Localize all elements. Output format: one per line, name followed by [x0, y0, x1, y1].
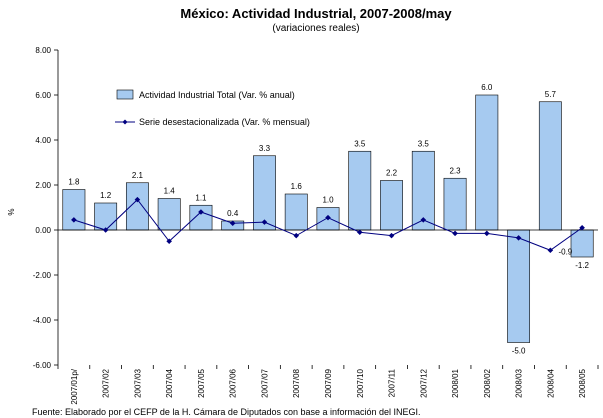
y-tick-label: 4.00	[35, 136, 51, 145]
bar	[157, 198, 181, 231]
x-tick-label: 2007/09	[324, 368, 333, 397]
line-point	[325, 214, 331, 221]
axes	[57, 50, 598, 365]
x-tick-label: 2007/08	[292, 368, 301, 397]
y-tick-label: 6.00	[35, 91, 51, 100]
bar-value-label: 1.1	[195, 193, 207, 202]
bar	[538, 101, 562, 231]
y-tick-label: 8.00	[35, 46, 51, 55]
line-point	[356, 229, 363, 236]
bar	[475, 94, 499, 231]
legend-line-label: Serie desestacionalizada (Var. % mensual…	[139, 117, 310, 127]
x-tick-label: 2007/01p/	[70, 368, 79, 404]
y-tick-label: 0.00	[35, 226, 51, 235]
bar-value-label: 1.4	[164, 187, 176, 196]
x-tick-label: 2007/04	[165, 368, 174, 397]
y-tick-label: 2.00	[35, 181, 51, 190]
line-point	[484, 230, 490, 237]
x-tick-label: 2007/02	[102, 368, 111, 397]
bar-value-label: 1.8	[68, 178, 80, 187]
bar	[348, 150, 372, 231]
bar-value-label: 6.0	[481, 83, 493, 92]
bar	[253, 155, 276, 231]
bar	[380, 180, 403, 231]
line-point	[102, 227, 109, 233]
line-point	[452, 230, 458, 237]
legend-bar-label: Actividad Industrial Total (Var. % anual…	[139, 90, 295, 100]
bar-data-labels: 1.8 1.2 2.1 1.4 1.1 0.4 3.3 1.6 1.0 3.5 2.2 3.5 2.3 6…	[68, 83, 589, 356]
line-point	[388, 232, 395, 239]
legend-bar-swatch	[116, 89, 134, 100]
x-tick-label: 2007/10	[356, 368, 365, 397]
bar-value-label: 1.2	[100, 191, 112, 200]
bar-value-label: 1.6	[291, 182, 303, 191]
line-point	[515, 235, 522, 241]
y-axis-label: %	[7, 208, 16, 215]
bar-value-label: -5.0	[512, 347, 526, 356]
x-tick-label: 2008/03	[515, 368, 524, 397]
x-axis: 2007/01p/2007/02 2007/03 2007/04 2007/05 200…	[57, 365, 599, 405]
bar	[94, 202, 118, 231]
x-tick-label: 2007/07	[260, 368, 269, 397]
x-tick-label: 2007/06	[229, 368, 238, 397]
bar	[443, 177, 467, 231]
line-point	[547, 247, 554, 254]
x-tick-label: 2007/05	[197, 368, 206, 397]
line-point	[166, 238, 172, 245]
bar-value-label: -1.2	[575, 261, 589, 270]
x-tick-label: 2007/03	[133, 368, 142, 397]
chart-subtitle: (variaciones reales)	[272, 23, 359, 34]
line-point	[71, 217, 77, 223]
x-tick-label: 2007/11	[388, 368, 397, 397]
bar-value-label: 0.4	[227, 209, 239, 218]
line-point	[420, 217, 427, 223]
bar-value-label: 5.7	[545, 90, 557, 99]
bar	[189, 204, 213, 231]
chart-title: México: Actividad Industrial, 2007-2008/…	[180, 6, 452, 21]
line-point	[293, 232, 300, 239]
y-tick-label: -4.00	[33, 316, 52, 325]
legend-line-marker	[122, 119, 128, 125]
line-point	[261, 219, 268, 225]
x-tick-label: 2008/02	[483, 368, 492, 397]
bar-value-label: 3.5	[418, 139, 430, 148]
x-tick-label: 2007/12	[419, 368, 428, 397]
bar	[507, 229, 531, 343]
line-point	[579, 224, 585, 231]
x-tick-label: 2008/04	[546, 368, 555, 397]
bar-value-label: 2.2	[386, 169, 398, 178]
source-note: Fuente: Elaborado por el CEFP de la H. C…	[32, 407, 421, 417]
bar-value-label: 2.3	[449, 166, 461, 175]
bar	[570, 229, 594, 258]
line-point	[198, 209, 204, 215]
bar	[284, 193, 308, 231]
legend: Actividad Industrial Total (Var. % anual…	[115, 89, 310, 127]
y-tick-label: -2.00	[33, 271, 52, 280]
line-point	[229, 220, 236, 227]
bar	[125, 182, 149, 231]
bar	[62, 189, 86, 231]
bar-value-label: 2.1	[132, 171, 144, 180]
y-axis: 8.00 6.00 4.00 2.00 0.00 -2.00 -4.00 -6.00	[33, 46, 58, 370]
x-tick-label: 2008/05	[578, 368, 587, 397]
bar-value-label: 1.0	[322, 196, 334, 205]
x-tick-label: 2008/01	[451, 368, 460, 397]
bar-value-label: 3.3	[259, 144, 271, 153]
line-value-label: -0.9	[558, 247, 572, 256]
line-point	[134, 196, 141, 203]
line-series: -0.9	[71, 196, 585, 256]
bar-value-label: 3.5	[354, 139, 366, 148]
y-tick-label: -6.00	[33, 361, 52, 370]
